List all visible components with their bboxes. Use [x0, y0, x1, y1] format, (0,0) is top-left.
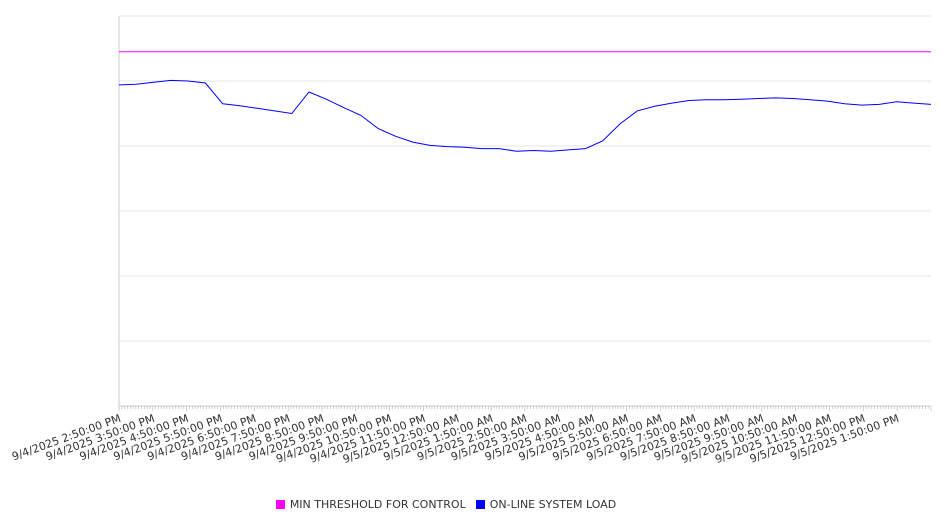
- legend-label-threshold: MIN THRESHOLD FOR CONTROL: [289, 498, 466, 511]
- legend-item-threshold[interactable]: MIN THRESHOLD FOR CONTROL: [275, 498, 466, 511]
- legend: MIN THRESHOLD FOR CONTROL ON-LINE SYSTEM…: [0, 498, 892, 511]
- legend-swatch-load: [475, 500, 485, 509]
- series-line-system-load: [118, 79, 932, 152]
- legend-item-load[interactable]: ON-LINE SYSTEM LOAD: [475, 498, 617, 511]
- legend-label-load: ON-LINE SYSTEM LOAD: [489, 498, 617, 511]
- legend-swatch-threshold: [275, 500, 285, 509]
